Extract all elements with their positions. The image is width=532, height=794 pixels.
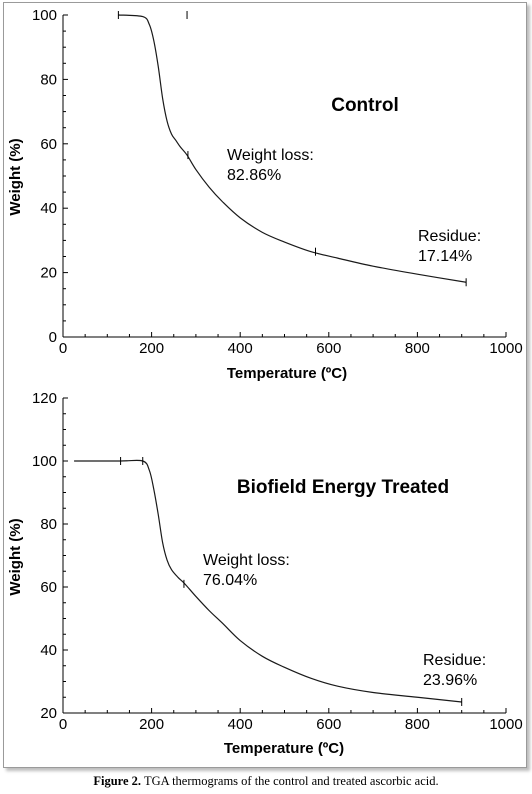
treated-ticks: 0 200 400 600 800 1000 20 40 60 80 100 120 xyxy=(32,390,523,733)
control-title: Control xyxy=(331,95,399,116)
treated-y-tick-label: 20 xyxy=(40,705,57,722)
control-y-tick-label: 100 xyxy=(32,7,57,24)
control-y-tick-label: 20 xyxy=(40,265,57,282)
figure-caption: Figure 2. TGA thermograms of the control… xyxy=(0,774,532,789)
control-x-tick-label: 400 xyxy=(228,340,253,357)
control-x-tick-label: 800 xyxy=(405,340,430,357)
treated-residue-label: Residue: xyxy=(423,652,486,669)
treated-x-axis-label: Temperature (ºC) xyxy=(224,740,344,757)
treated-markers xyxy=(120,457,463,706)
treated-x-tick-label: 1000 xyxy=(489,716,522,733)
treated-title: Biofield Energy Treated xyxy=(237,477,449,498)
treated-x-tick-label: 600 xyxy=(316,716,341,733)
treated-weight-loss-label: Weight loss: xyxy=(203,552,290,569)
treated-x-tick-label: 200 xyxy=(139,716,164,733)
control-axes xyxy=(62,15,506,338)
treated-weight-loss-value: 76.04% xyxy=(203,572,257,589)
control-y-tick-label: 40 xyxy=(40,200,57,217)
treated-series xyxy=(74,459,462,703)
control-x-tick-label: 600 xyxy=(316,340,341,357)
treated-residue-value: 23.96% xyxy=(423,672,477,689)
treated-x-tick-label: 0 xyxy=(59,716,67,733)
treated-y-axis-label: Weight (%) xyxy=(7,518,24,595)
control-x-tick-label: 1000 xyxy=(489,340,522,357)
control-y-tick-label: 0 xyxy=(49,329,57,346)
treated-y-tick-label: 100 xyxy=(32,453,57,470)
control-y-tick-label: 80 xyxy=(40,71,57,88)
treated-y-tick-label: 120 xyxy=(32,390,57,407)
caption-text: TGA thermograms of the control and treat… xyxy=(141,774,439,788)
treated-y-tick-label: 80 xyxy=(40,516,57,533)
treated-y-tick-label: 60 xyxy=(40,579,57,596)
control-x-tick-label: 0 xyxy=(59,340,67,357)
treated-x-tick-label: 400 xyxy=(228,716,253,733)
control-y-tick-label: 60 xyxy=(40,136,57,153)
control-markers xyxy=(117,11,467,287)
control-residue-value: 17.14% xyxy=(418,248,472,265)
control-x-tick-label: 200 xyxy=(139,340,164,357)
treated-x-tick-label: 800 xyxy=(405,716,430,733)
control-residue-label: Residue: xyxy=(418,228,481,245)
control-weight-loss-value: 82.86% xyxy=(227,167,281,184)
treated-tga-curve xyxy=(74,459,462,703)
control-x-axis-label: Temperature (ºC) xyxy=(227,365,347,382)
figure-frame xyxy=(3,2,527,768)
control-tga-curve xyxy=(118,14,467,283)
treated-chart: 0 200 400 600 800 1000 20 40 60 80 100 120 Biofield… xyxy=(7,390,523,757)
control-chart: 0 200 400 600 800 1000 0 20 40 60 80 100 Control We… xyxy=(7,7,523,382)
control-ticks: 0 200 400 600 800 1000 0 20 40 60 80 100 xyxy=(32,7,523,357)
control-series xyxy=(118,14,467,283)
treated-y-tick-label: 40 xyxy=(40,642,57,659)
caption-label: Figure 2. xyxy=(93,774,142,788)
control-weight-loss-label: Weight loss: xyxy=(227,147,314,164)
control-y-axis-label: Weight (%) xyxy=(7,138,24,215)
